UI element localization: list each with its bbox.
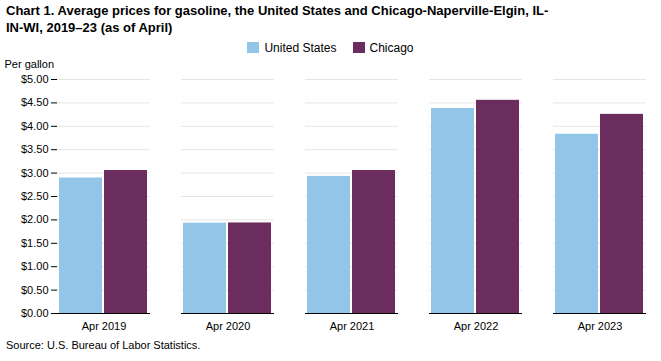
svg-text:$1.00: $1.00 [21, 260, 49, 272]
svg-text:$5.00: $5.00 [21, 73, 49, 85]
svg-text:$1.50: $1.50 [21, 237, 49, 249]
svg-text:Per gallon: Per gallon [5, 58, 55, 70]
svg-text:$2.50: $2.50 [21, 190, 49, 202]
svg-text:$0.00: $0.00 [21, 307, 49, 319]
svg-text:Apr 2023: Apr 2023 [578, 320, 623, 332]
svg-text:$0.50: $0.50 [21, 283, 49, 295]
svg-text:$3.00: $3.00 [21, 166, 49, 178]
svg-text:Apr 2020: Apr 2020 [206, 320, 251, 332]
html-text:Chicago: Chicago [369, 40, 414, 55]
html-text:Chart 1. Average prices for ga: Chart 1. Average prices for gasoline, th… [6, 3, 549, 35]
svg-text:$3.50: $3.50 [21, 143, 49, 155]
svg-text:Apr 2022: Apr 2022 [454, 320, 499, 332]
html-text:Source: U.S. Bureau of Labor S: Source: U.S. Bureau of Labor Statistics. [6, 338, 201, 351]
html-text:United States: United States [264, 40, 337, 55]
svg-text:$4.50: $4.50 [21, 96, 49, 108]
svg-text:Apr 2021: Apr 2021 [330, 320, 375, 332]
svg-text:$2.00: $2.00 [21, 213, 49, 225]
svg-text:$4.00: $4.00 [21, 120, 49, 132]
svg-text:Apr 2019: Apr 2019 [82, 320, 127, 332]
